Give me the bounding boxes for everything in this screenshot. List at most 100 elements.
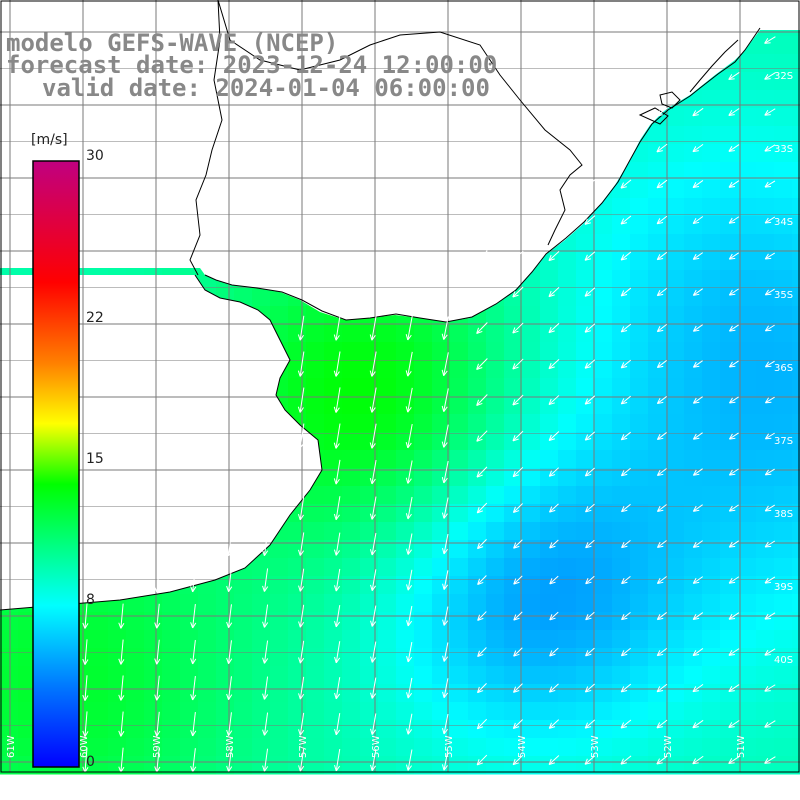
wind-speed-cell [216,702,235,721]
wind-speed-cell [378,576,397,595]
wind-arrow [728,648,740,656]
wind-speed-cell [342,702,361,721]
wind-speed-cell [684,162,703,181]
wind-speed-cell [738,342,757,361]
wind-speed-cell [324,594,343,613]
wind-speed-cell [738,576,757,595]
wind-speed-cell [252,738,271,757]
wind-speed-cell [108,684,127,703]
latitude-label: 40S [774,655,793,666]
wind-speed-cell [666,558,685,577]
wind-speed-cell [666,360,685,379]
wind-speed-cell [288,666,307,685]
wind-speed-cell [288,306,307,325]
wind-speed-cell [648,414,667,433]
wind-arrow [512,503,523,513]
wind-speed-cell [594,504,613,523]
wind-speed-cell [378,468,397,487]
wind-speed-cell [270,720,289,739]
wind-arrow [369,532,377,556]
wind-speed-cell [486,306,505,325]
wind-speed-cell [666,198,685,217]
wind-speed-cell [324,450,343,469]
wind-speed-cell [756,666,775,685]
wind-speed-cell [396,702,415,721]
wind-speed-cell [738,594,757,613]
wind-speed-cell [540,378,559,397]
wind-speed-cell [630,648,649,667]
wind-speed-cell [450,540,469,559]
wind-speed-cell [306,558,325,577]
wind-speed-cell [648,738,667,757]
wind-speed-cell [162,720,181,739]
wind-speed-cell [450,576,469,595]
wind-speed-cell [180,684,199,703]
wind-speed-cell [648,378,667,397]
wind-speed-cell [360,738,379,757]
wind-speed-cell [648,594,667,613]
wind-speed-cell [558,432,577,451]
wind-speed-cell [702,144,721,163]
wind-speed-cell [702,612,721,631]
wind-speed-cell [792,504,800,523]
wind-arrow [476,394,488,406]
wind-speed-cell [234,576,253,595]
wind-arrow [406,713,413,735]
wind-speed-cell [306,594,325,613]
wind-speed-cell [738,666,757,685]
wind-speed-cell [324,468,343,487]
wind-speed-cell [306,630,325,649]
wind-arrow [549,539,559,549]
wind-arrow [728,252,739,260]
wind-speed-cell [648,486,667,505]
wind-speed-cell [630,270,649,289]
wind-speed-cell [792,72,800,91]
wind-speed-cell [594,270,613,289]
wind-speed-cell [594,612,613,631]
wind-speed-cell [324,360,343,379]
wind-speed-cell [432,630,451,649]
wind-arrow [656,504,667,512]
longitude-label: 57W [298,735,309,758]
wind-speed-cell [558,558,577,577]
wind-arrow [476,466,488,478]
wind-arrow [764,540,776,548]
wind-arrow [549,503,559,513]
wind-speed-cell [396,468,415,487]
wind-speed-cell [630,738,649,757]
wind-speed-cell [396,684,415,703]
wind-speed-cell [630,252,649,271]
wind-speed-cell [540,342,559,361]
wind-speed-cell [612,738,631,757]
wind-speed-cell [486,738,505,757]
wind-speed-cell [594,414,613,433]
wind-speed-cell [666,216,685,235]
wind-speed-cell [504,306,523,325]
wind-speed-cell [18,612,37,631]
wind-speed-cell [612,198,631,217]
wind-speed-cell [558,612,577,631]
wind-speed-cell [414,378,433,397]
longitude-label: 55W [444,735,455,758]
wind-speed-cell [270,648,289,667]
wind-speed-cell [666,324,685,343]
wind-speed-cell [702,288,721,307]
wind-speed-cell [198,738,217,757]
latitude-labels: 32S 33S 34S 35S 36S 37S 38S 39S 40S [774,71,793,666]
wind-arrow [764,432,775,440]
wind-speed-cell [702,270,721,289]
wind-speed-cell [450,504,469,523]
wind-speed-cell [540,702,559,721]
wind-arrow [476,754,488,766]
wind-speed-cell [486,684,505,703]
wind-speed-cell [720,558,739,577]
wind-arrow [405,496,413,520]
wind-speed-cell [432,486,451,505]
wind-speed-cell [504,738,523,757]
wind-speed-cell [684,666,703,685]
wind-arrow [656,468,667,477]
wind-speed-cell [450,666,469,685]
wind-arrow [764,36,776,44]
wind-speed-cell [756,162,775,181]
wind-speed-cell [414,360,433,379]
